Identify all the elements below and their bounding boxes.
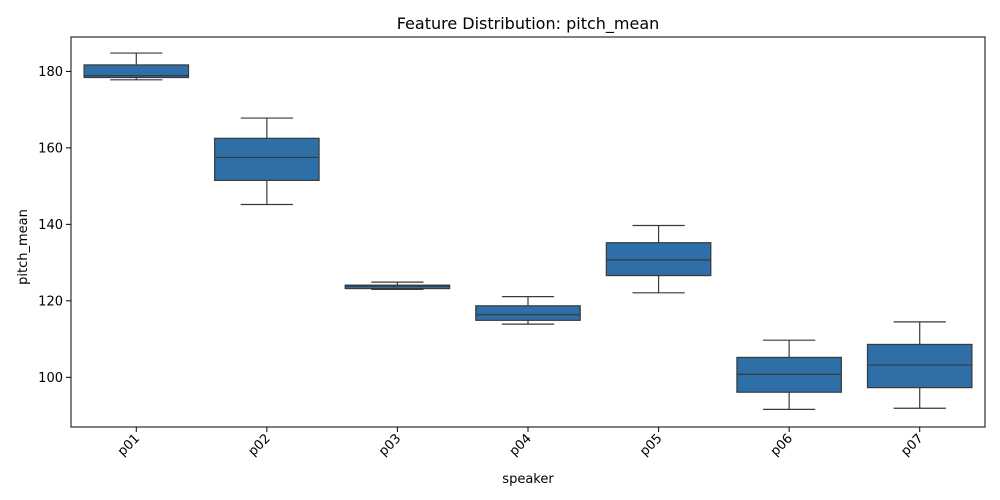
x-tick-label: p06	[768, 431, 796, 459]
y-tick-label: 140	[38, 218, 63, 233]
x-tick-label: p07	[898, 431, 926, 459]
x-tick-label: p01	[115, 431, 143, 459]
box-p01	[83, 52, 190, 81]
plot-frame	[70, 36, 986, 428]
iqr-box	[475, 305, 581, 321]
y-tick-label: 180	[38, 65, 63, 80]
plot-area	[83, 52, 973, 411]
box-p02	[214, 117, 320, 206]
y-tick-label: 120	[38, 294, 63, 309]
iqr-box	[214, 137, 320, 181]
x-axis-label: speaker	[502, 472, 554, 487]
box-p05	[605, 224, 712, 294]
box-p04	[475, 296, 581, 325]
iqr-box	[605, 242, 712, 277]
x-tick-label: p04	[507, 431, 535, 459]
chart-title: Feature Distribution: pitch_mean	[397, 14, 660, 34]
box-p03	[344, 281, 451, 290]
iqr-box	[83, 64, 190, 79]
x-tick-label: p05	[637, 431, 665, 459]
x-tick-label: p03	[376, 431, 404, 459]
y-tick-label: 100	[38, 371, 63, 386]
y-tick-label: 160	[38, 141, 63, 156]
axes: 100 120 140 160 180 p01 p02 p03 p04 p05 p06 p07	[38, 36, 986, 459]
box-p07	[866, 321, 973, 409]
iqr-box	[866, 343, 973, 389]
x-tick-label: p02	[246, 431, 274, 459]
box-p06	[736, 339, 842, 411]
y-axis-label: pitch_mean	[16, 209, 31, 285]
